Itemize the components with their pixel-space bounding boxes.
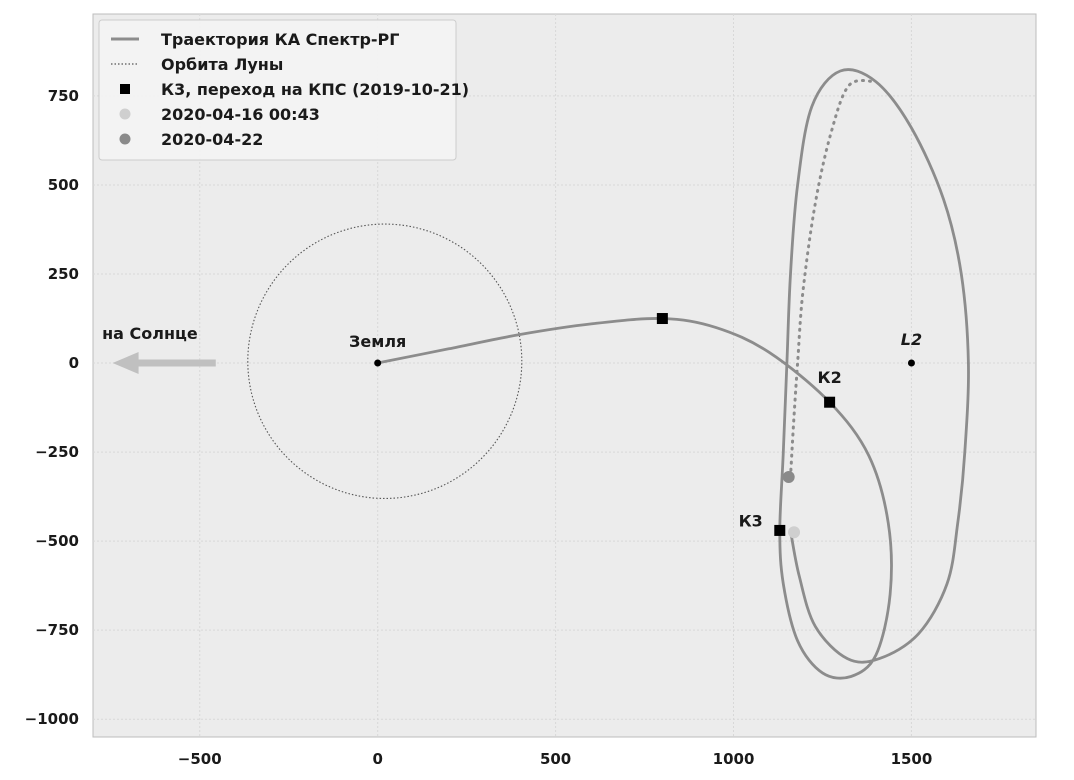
legend-entry-moon-orbit: Орбита Луны <box>161 55 283 74</box>
sun-arrow-head <box>112 352 139 375</box>
x-axis-ticks: −500 0 500 1000 1500 <box>178 750 933 768</box>
x-tick-label: 0 <box>372 750 382 768</box>
legend-box <box>98 19 457 161</box>
maneuver-marker <box>774 524 786 536</box>
sun-direction-label: на Солнце <box>102 324 198 343</box>
legend-light-circle-symbol <box>119 108 131 120</box>
y-tick-label: 500 <box>48 176 79 194</box>
legend-entry-date-2: 2020-04-22 <box>161 130 263 149</box>
legend-dark-circle-symbol <box>119 133 131 145</box>
y-tick-label: 750 <box>48 87 79 105</box>
series-layer <box>112 68 970 680</box>
legend-square-symbol <box>120 84 130 94</box>
k2-label: К2 <box>817 368 841 387</box>
legend-entry-trajectory: Траектория КА Спектр-РГ <box>161 30 399 49</box>
y-tick-label: −1000 <box>25 710 79 728</box>
dark-point <box>782 471 795 484</box>
maneuver-marker <box>656 313 668 325</box>
x-tick-label: 500 <box>540 750 571 768</box>
y-tick-label: −500 <box>35 532 79 550</box>
y-tick-label: −750 <box>35 621 79 639</box>
l2-label: L2 <box>901 330 922 349</box>
y-tick-label: −250 <box>35 443 79 461</box>
trajectory-line <box>376 68 970 680</box>
small-point <box>907 359 915 367</box>
legend-entry-date-1: 2020-04-16 00:43 <box>161 105 320 124</box>
y-tick-label: 250 <box>48 265 79 283</box>
small-point <box>374 359 382 367</box>
legend-entry-k3: К3, переход на КПС (2019-10-21) <box>161 80 469 99</box>
y-axis-ticks: 750 500 250 0 −250 −500 −750 −1000 <box>25 87 79 728</box>
points-layer <box>374 313 915 539</box>
moon-orbit-line <box>247 223 523 499</box>
k3-label: К3 <box>739 511 763 530</box>
x-tick-label: 1500 <box>891 750 933 768</box>
light-point <box>788 526 801 539</box>
maneuver-marker <box>824 396 836 408</box>
annotations: Земля на Солнце К2 К3 L2 <box>102 324 922 530</box>
x-tick-label: −500 <box>178 750 222 768</box>
trajectory-dotted-segment <box>789 79 878 479</box>
y-tick-label: 0 <box>69 354 79 372</box>
x-tick-label: 1000 <box>713 750 755 768</box>
earth-label: Земля <box>349 332 406 351</box>
legend: Траектория КА Спектр-РГ Орбита Луны К3, … <box>98 19 469 161</box>
